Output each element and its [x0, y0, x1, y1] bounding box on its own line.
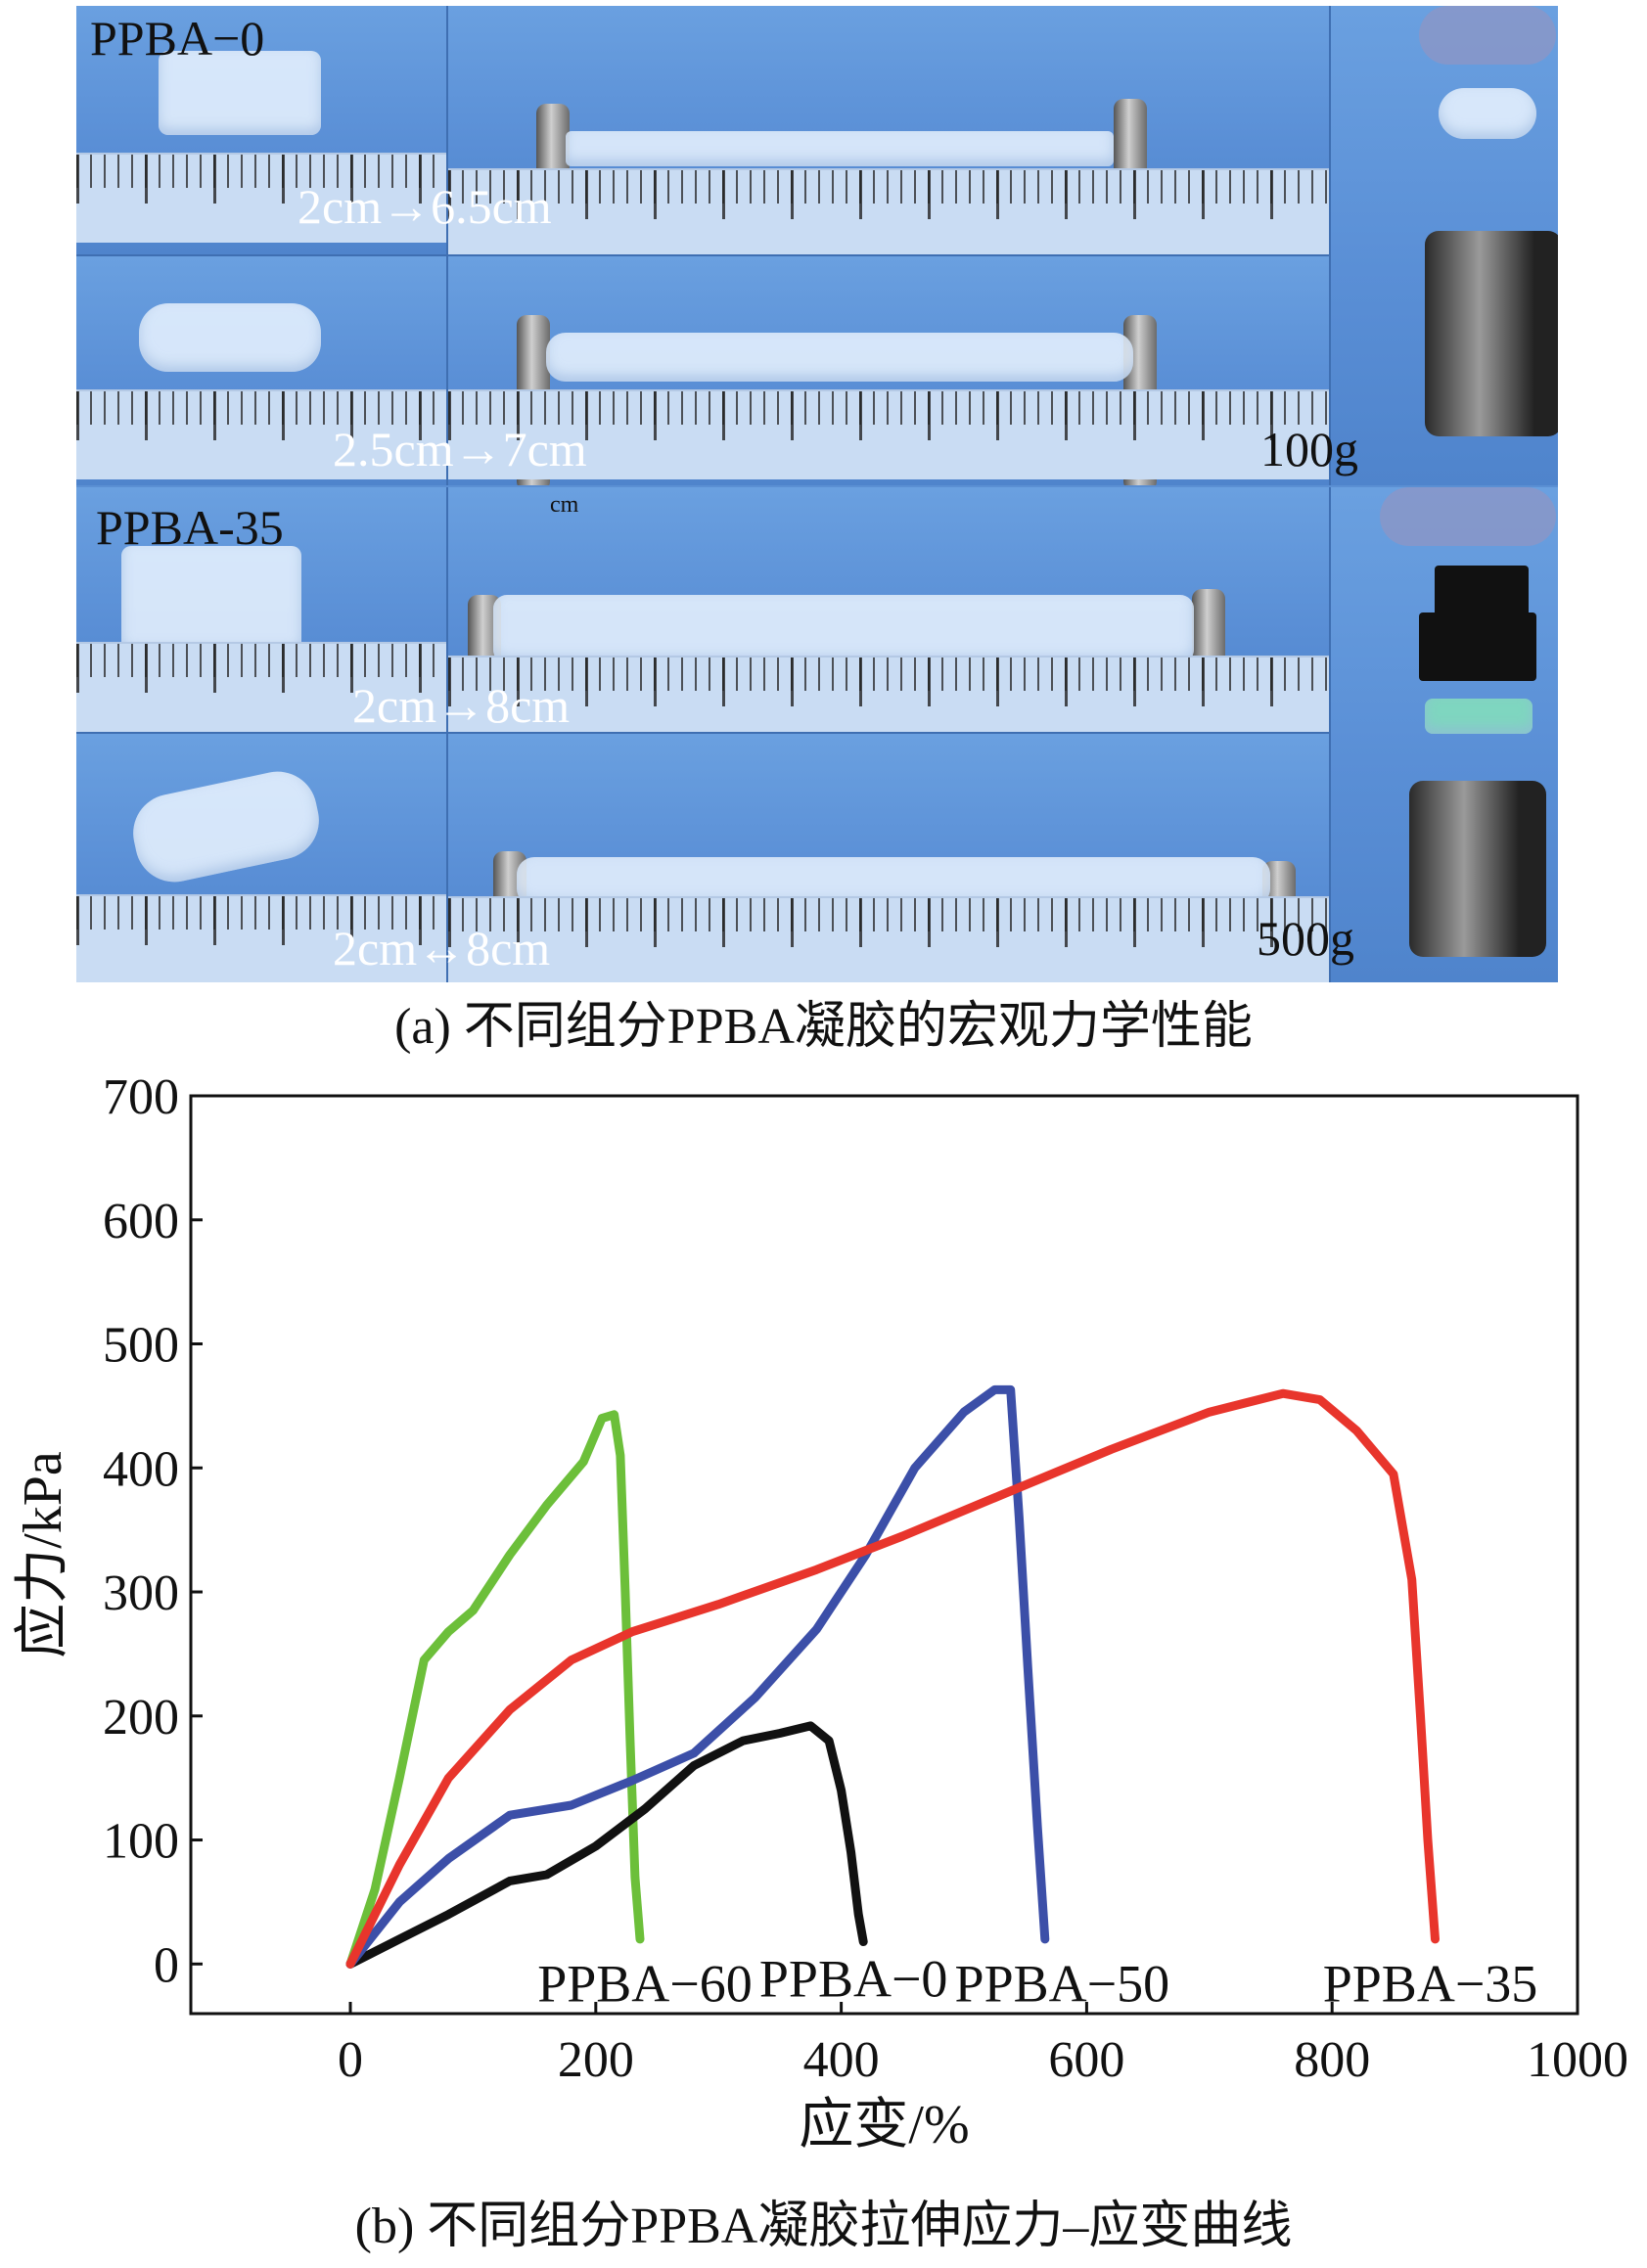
weight-500g: [1409, 781, 1546, 957]
label-group-ppba0: PPBA−0: [90, 11, 265, 66]
y-tick-label: 400: [103, 1441, 179, 1497]
ruler: [448, 389, 1329, 479]
photo-weight-500g: [1331, 487, 1558, 982]
series-label: PPBA−60: [537, 1954, 753, 2013]
label-group-ppba35: PPBA-35: [96, 500, 284, 555]
x-tick-label: 200: [558, 2032, 634, 2088]
series-label: PPBA−0: [759, 1949, 948, 2008]
y-tick-label: 0: [154, 1937, 179, 1993]
clips-green: [1425, 699, 1533, 734]
x-tick-label: 400: [803, 2032, 880, 2088]
photo-ppba35-knotted: [76, 734, 448, 982]
label-stretch-2: 2.5cm→7cm: [333, 422, 587, 476]
ruler: [76, 642, 446, 732]
x-tick-label: 800: [1294, 2032, 1370, 2088]
binder-clip: [1419, 612, 1536, 681]
series-line-ppba-35: [345, 1388, 1440, 1969]
y-axis-title: 应力/kPa: [13, 1451, 73, 1658]
ruler: [448, 656, 1329, 732]
y-tick-label: 300: [103, 1565, 179, 1621]
photo-ppba0-knot-stretched: [448, 256, 1331, 485]
gel-sample: [121, 546, 301, 654]
label-unit-cm: cm: [550, 492, 579, 518]
gel-knot: [125, 764, 327, 889]
series-labels: PPBA−60 PPBA−0 PPBA−50 PPBA−35: [537, 1949, 1537, 2013]
ruler: [76, 153, 446, 243]
gel-stretched: [566, 131, 1114, 166]
glove: [1419, 6, 1556, 65]
photo-ppba35-knot-stretched: [448, 734, 1331, 982]
y-tick-label: 600: [103, 1194, 179, 1249]
series-lines: [345, 1384, 1440, 1969]
x-tick-label: 0: [338, 2032, 363, 2088]
weight-100g: [1425, 231, 1558, 436]
series-line-ppba-50: [345, 1384, 1050, 1969]
series-label: PPBA−35: [1323, 1954, 1538, 2013]
y-tick-label: 500: [103, 1318, 179, 1374]
photo-ppba35-stretched: [448, 487, 1331, 734]
axis-ticks: 0 200 400 600 800 1000 0 100 200 300 400 500 600 700: [103, 1076, 1628, 2088]
series-label: PPBA−50: [955, 1954, 1170, 2013]
photo-ppba0-stretched: [448, 6, 1331, 256]
stress-strain-chart: 0 200 400 600 800 10000100200300400500600700 …: [13, 1076, 1628, 2155]
photo-ppba35-original: [76, 487, 448, 734]
label-stretch-1: 2cm→6.5cm: [297, 179, 552, 234]
caption-panel-a: (a) 不同组分PPBA凝胶的宏观力学性能: [394, 999, 1253, 1055]
gel-knot: [139, 303, 321, 372]
ruler: [448, 168, 1329, 254]
y-tick-label: 100: [103, 1814, 179, 1870]
label-weight-100g: 100g: [1260, 422, 1358, 476]
glove: [1380, 487, 1556, 546]
caption-panel-b: (b) 不同组分PPBA凝胶拉伸应力–应变曲线: [354, 2199, 1293, 2254]
gel-stretched: [493, 595, 1194, 663]
ruler: [448, 896, 1329, 982]
photo-weight-100g: [1331, 6, 1558, 485]
photo-ppba0-original: [76, 6, 448, 256]
ruler: [76, 894, 446, 982]
series-line-ppba-60: [345, 1410, 645, 1969]
x-tick-label: 1000: [1527, 2032, 1628, 2088]
photo-collage: PPBA−0 2cm→6.5cm 2.5cm→7cm 100g cm PPBA-…: [76, 6, 1558, 982]
gel-stretched: [546, 333, 1133, 382]
gel-loop: [1439, 88, 1536, 139]
plot-frame: [189, 1094, 1579, 2016]
x-axis-title: 应变/%: [799, 2095, 969, 2155]
ruler: [76, 389, 446, 479]
y-tick-label: 700: [103, 1076, 179, 1125]
x-tick-label: 600: [1048, 2032, 1124, 2088]
label-weight-500g: 500g: [1257, 911, 1354, 966]
label-stretch-4: 2cm↔8cm: [333, 921, 551, 975]
label-stretch-3: 2cm→8cm: [352, 678, 571, 733]
gel-sample: [159, 51, 321, 135]
photo-ppba0-knotted: [76, 256, 448, 485]
series-line-ppba-0: [345, 1721, 868, 1969]
y-tick-label: 200: [103, 1690, 179, 1746]
